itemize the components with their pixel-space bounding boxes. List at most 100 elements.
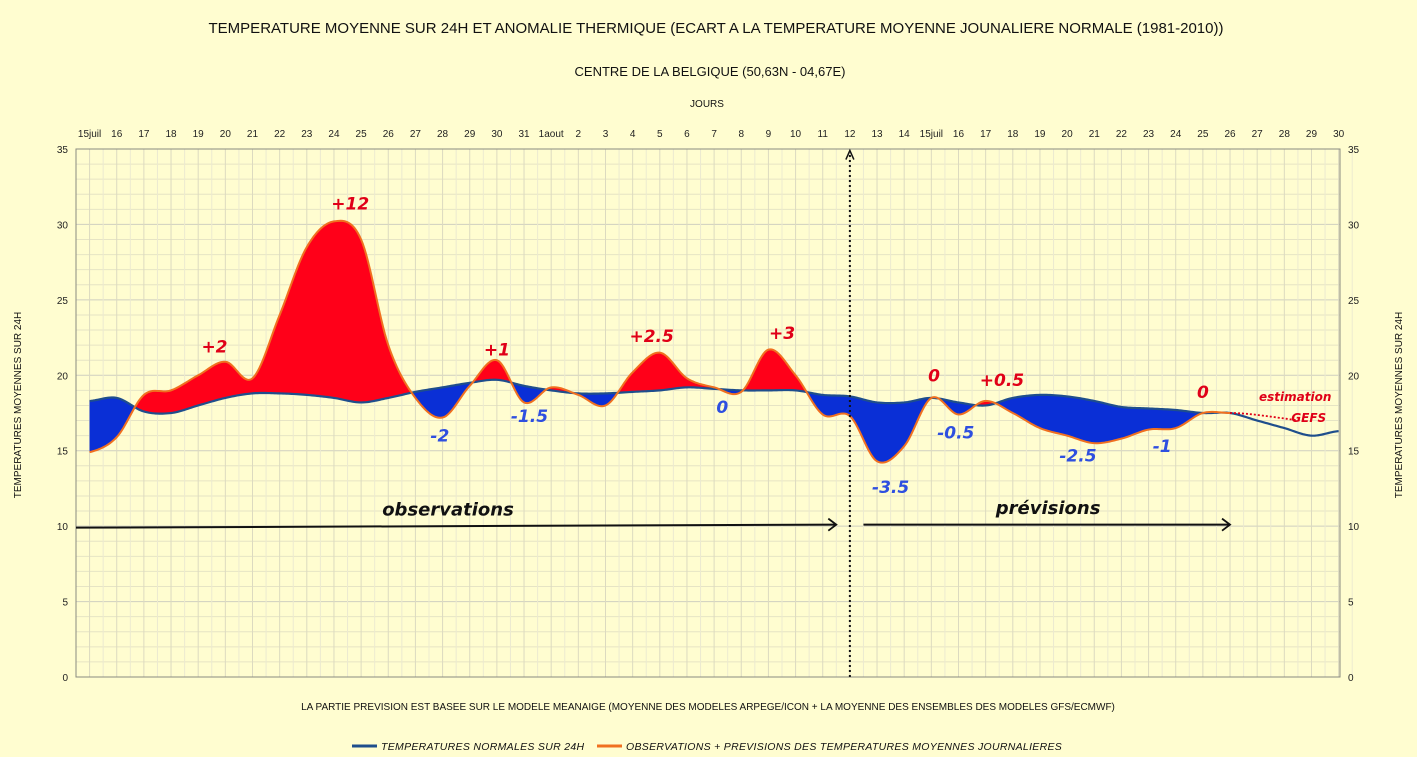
chart-title: TEMPERATURE MOYENNE SUR 24H ET ANOMALIE … <box>209 20 1224 37</box>
observed-temperature-line <box>89 219 1231 464</box>
gefs-estimation-line <box>1230 412 1301 422</box>
cold-anomaly-area <box>939 398 976 415</box>
x-tick-label: 25 <box>1197 129 1209 140</box>
legend-label-observed: OBSERVATIONS + PREVISIONS DES TEMPERATUR… <box>626 741 1062 753</box>
warm-anomaly-area <box>742 349 806 392</box>
x-tick-label: 2 <box>576 129 582 140</box>
x-tick-label: 10 <box>790 129 802 140</box>
x-tick-label: 20 <box>220 129 232 140</box>
anomaly-label: -2.5 <box>1059 446 1096 466</box>
y-tick-label-right: 15 <box>1348 447 1360 458</box>
x-tick-label: 31 <box>518 129 530 140</box>
y-tick-label-left: 35 <box>57 145 69 156</box>
x-tick-label: 30 <box>491 129 503 140</box>
y-tick-label-right: 30 <box>1348 220 1360 231</box>
x-tick-label: 19 <box>1034 129 1046 140</box>
observations-arrowhead <box>827 517 838 532</box>
anomaly-label: -1.5 <box>511 407 548 427</box>
anomaly-label: -0.5 <box>937 424 974 444</box>
y-tick-label-right: 0 <box>1348 673 1354 684</box>
x-tick-label: 27 <box>1252 129 1264 140</box>
chart-subtitle: CENTRE DE LA BELGIQUE (50,63N - 04,67E) <box>575 64 846 79</box>
normal-temperature-line <box>89 378 1339 437</box>
x-tick-label: 29 <box>1306 129 1318 140</box>
x-tick-label: 21 <box>247 129 259 140</box>
x-tick-label: 20 <box>1062 129 1074 140</box>
x-tick-label: 19 <box>193 129 205 140</box>
forecast-note: LA PARTIE PREVISION EST BASEE SUR LE MOD… <box>301 702 1115 713</box>
chart-legend: TEMPERATURES NORMALES SUR 24H OBSERVATION… <box>352 741 1062 753</box>
y-tick-label-right: 10 <box>1348 522 1360 533</box>
y-tick-label-right: 35 <box>1348 145 1360 156</box>
x-tick-label: 17 <box>980 129 992 140</box>
x-tick-label: 16 <box>953 129 965 140</box>
anomaly-label: 0 <box>928 366 940 386</box>
x-tick-label: 17 <box>138 129 150 140</box>
x-tick-label: 26 <box>383 129 395 140</box>
cold-anomaly-area <box>995 394 1203 444</box>
x-tick-label: 9 <box>766 129 772 140</box>
x-axis-label: JOURS <box>690 99 724 110</box>
x-tick-label: 18 <box>165 129 177 140</box>
x-tick-label: 18 <box>1007 129 1019 140</box>
x-tick-label: 24 <box>328 129 340 140</box>
x-tick-label: 14 <box>899 129 911 140</box>
x-tick-label: 23 <box>1143 129 1155 140</box>
x-tick-label: 5 <box>657 129 663 140</box>
y-tick-label-right: 20 <box>1348 371 1360 382</box>
y-tick-label-left: 30 <box>57 220 69 231</box>
cold-anomaly-area <box>412 382 472 418</box>
x-tick-label: 7 <box>711 129 717 140</box>
divider-arrowhead <box>845 148 855 160</box>
y-tick-label-left: 20 <box>57 371 69 382</box>
anomaly-label: +2.5 <box>629 327 673 347</box>
observations-label: observations <box>382 500 514 521</box>
cold-anomaly-area <box>89 397 134 453</box>
x-tick-label: 30 <box>1333 129 1345 140</box>
x-tick-label: 11 <box>818 129 829 140</box>
x-tick-label: 24 <box>1170 129 1182 140</box>
x-tick-label: 6 <box>684 129 690 140</box>
x-tick-label: 1aout <box>539 129 564 140</box>
x-tick-label: 15juil <box>78 129 101 140</box>
x-tick-label: 22 <box>1116 129 1128 140</box>
anomaly-label: +1 <box>484 341 510 361</box>
x-tick-label: 15juil <box>920 129 943 140</box>
warm-anomaly-area <box>473 359 511 383</box>
plot-frame <box>75 148 1341 678</box>
x-tick-label: 21 <box>1089 129 1101 140</box>
anomaly-label: +0.5 <box>980 371 1024 391</box>
observations-arrow <box>75 523 837 529</box>
warm-anomaly-area <box>135 220 411 414</box>
anomaly-label: -3.5 <box>872 478 909 498</box>
x-tick-label: 12 <box>844 129 856 140</box>
x-tick-label: 13 <box>871 129 883 140</box>
previsions-arrowhead <box>1221 517 1232 532</box>
x-tick-label: 25 <box>356 129 368 140</box>
y-tick-label-left: 5 <box>62 598 68 609</box>
y-tick-label-left: 15 <box>57 447 69 458</box>
x-tick-label: 29 <box>464 129 476 140</box>
anomaly-label: +12 <box>331 194 369 214</box>
anomaly-label: -2 <box>430 427 449 447</box>
x-tick-label: 23 <box>301 129 313 140</box>
y-tick-label-left: 25 <box>57 296 69 307</box>
anomaly-label: +2 <box>201 338 227 358</box>
x-tick-label: 16 <box>111 129 123 140</box>
legend-label-normal: TEMPERATURES NORMALES SUR 24H <box>381 741 584 753</box>
y-axis-label-left: TEMPERATURES MOYENNES SUR 24H <box>13 312 24 499</box>
x-tick-label: 4 <box>630 129 636 140</box>
gefs-label: GEFS <box>1291 411 1326 425</box>
anomaly-label: -1 <box>1153 437 1172 457</box>
anomaly-label: 0 <box>716 398 728 418</box>
previsions-label: prévisions <box>995 498 1101 519</box>
y-tick-label-left: 10 <box>57 522 69 533</box>
y-tick-label-right: 25 <box>1348 296 1360 307</box>
x-tick-label: 27 <box>410 129 422 140</box>
estimation-label: estimation <box>1259 390 1331 404</box>
x-tick-label: 28 <box>437 129 449 140</box>
cold-anomaly-area <box>807 392 932 463</box>
anomaly-label: +3 <box>769 324 795 344</box>
anomaly-label: 0 <box>1197 383 1209 403</box>
